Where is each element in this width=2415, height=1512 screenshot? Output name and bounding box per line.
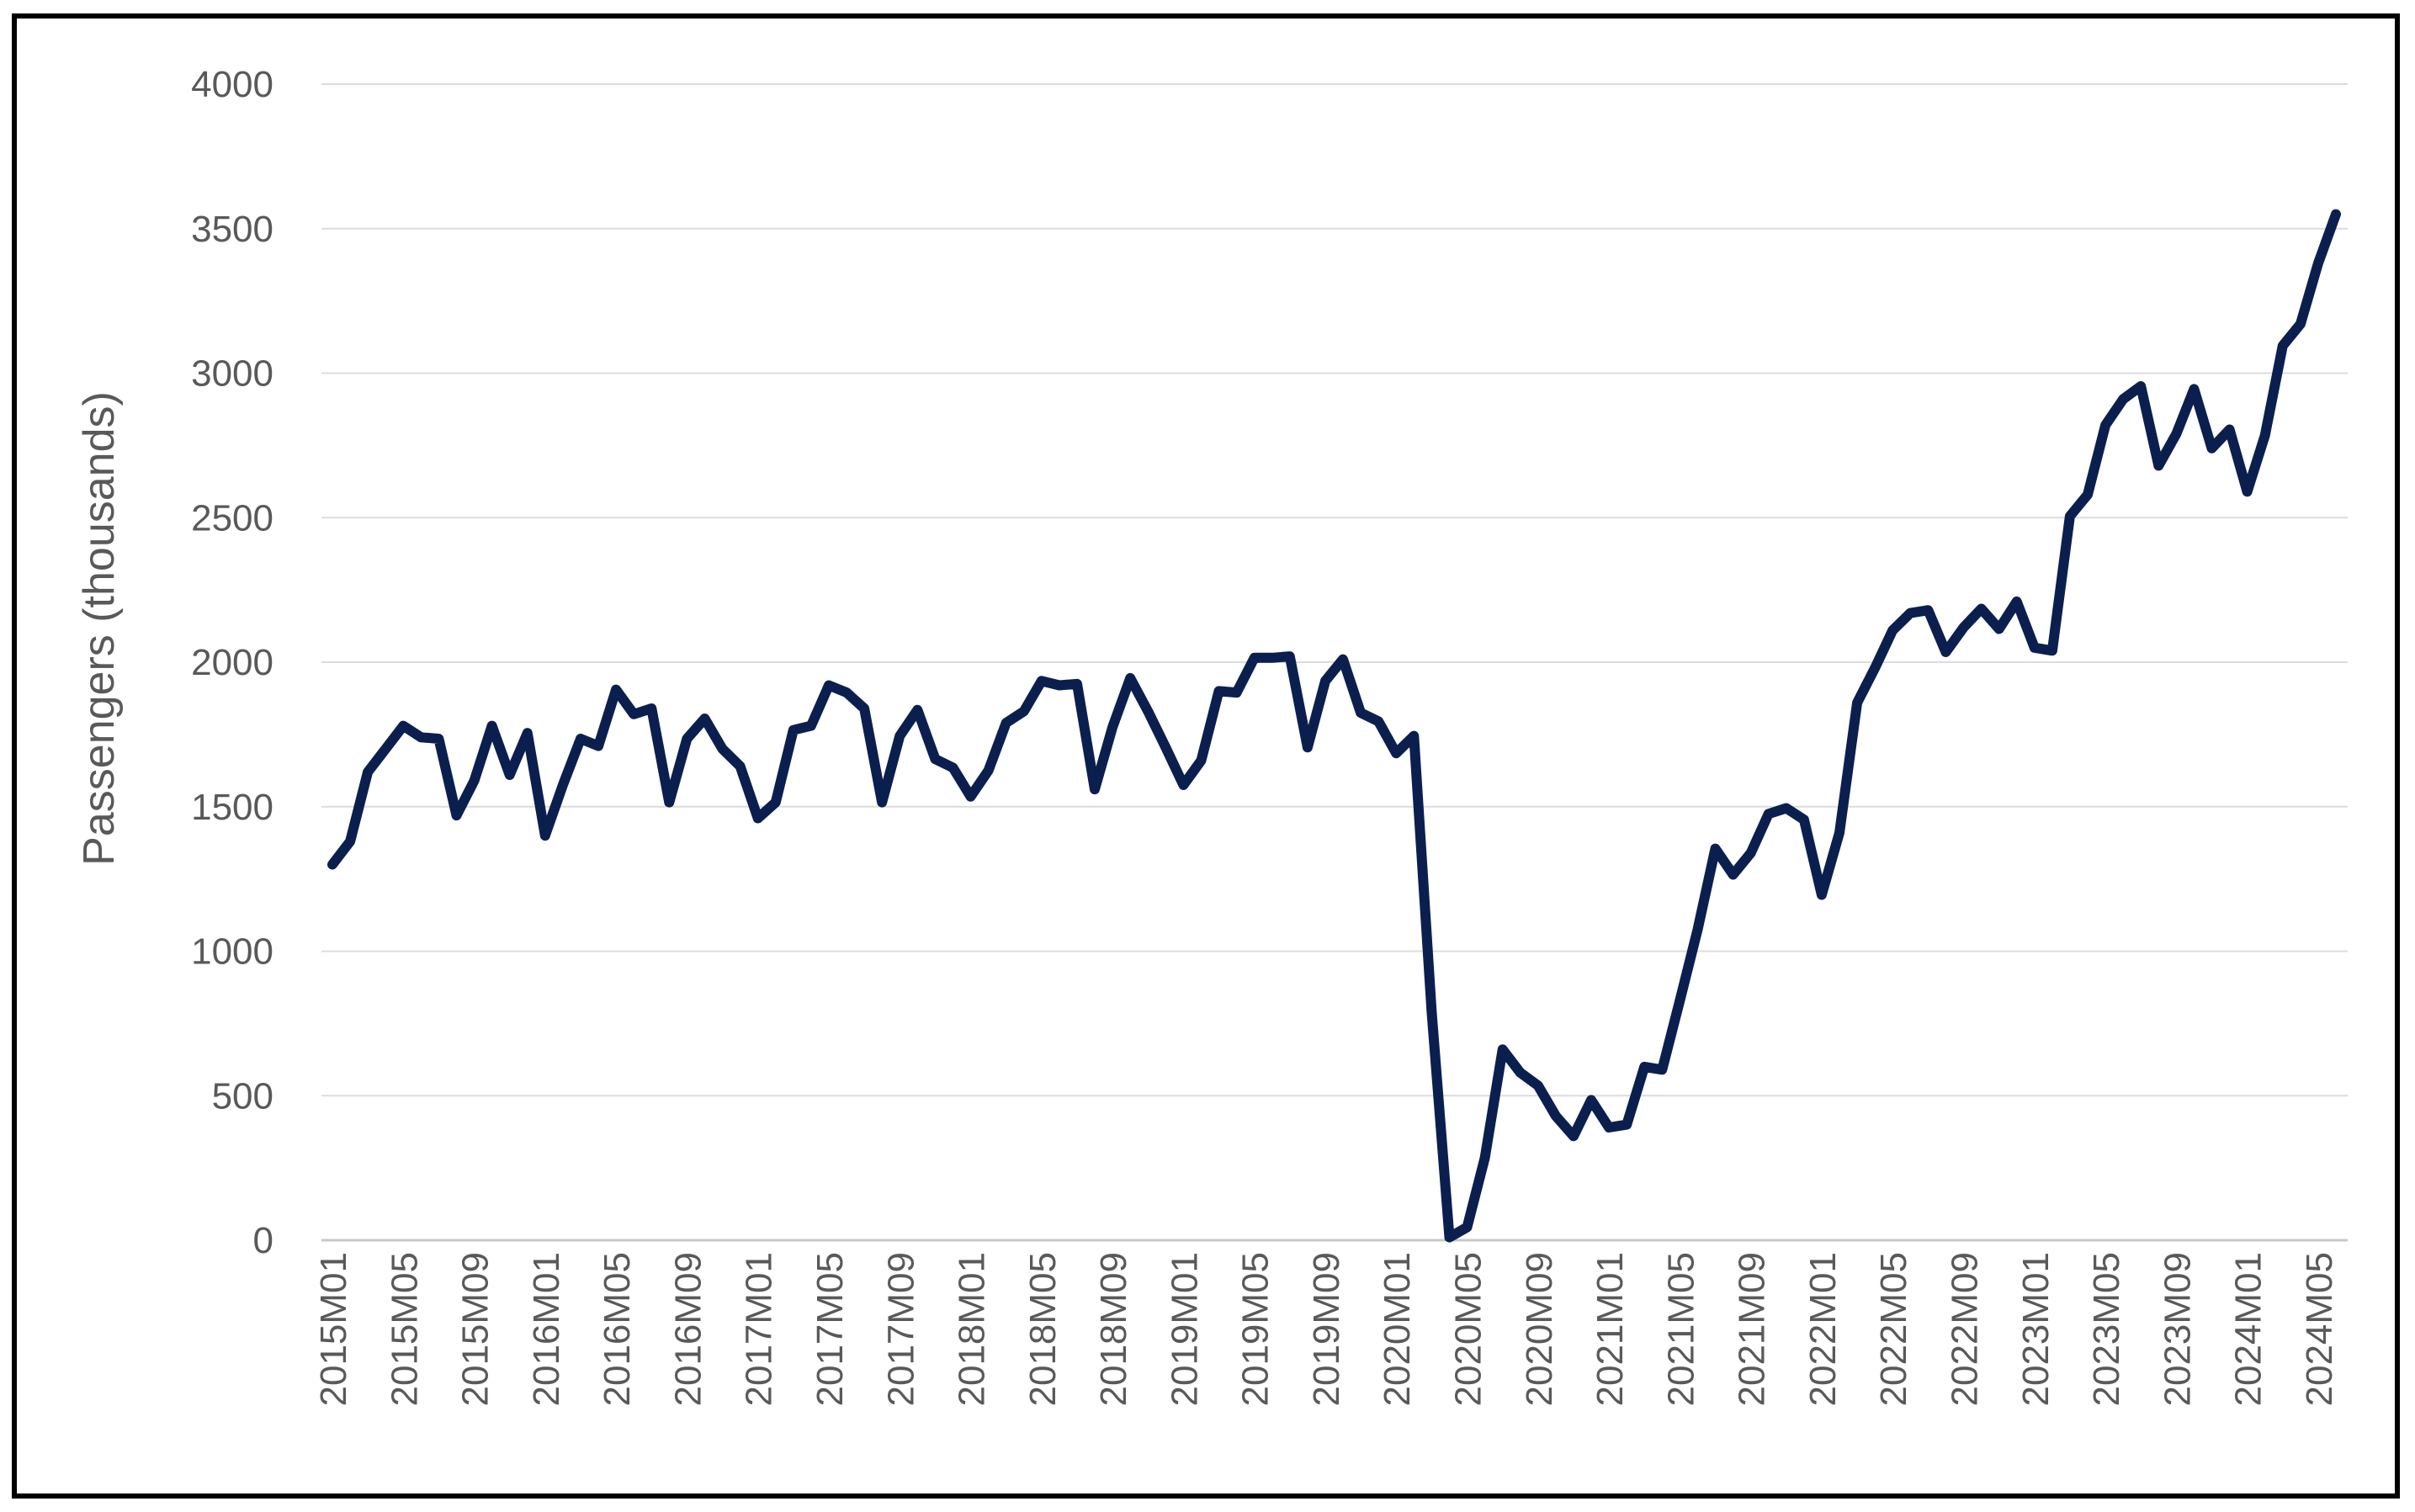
x-tick-label: 2023M09	[2157, 1252, 2198, 1406]
x-tick-label: 2019M01	[1164, 1252, 1205, 1406]
x-tick-label: 2017M09	[880, 1252, 921, 1406]
x-tick-label: 2018M09	[1093, 1252, 1134, 1406]
y-axis-title: Passengers (thousands)	[75, 391, 124, 866]
x-tick-label: 2019M05	[1235, 1252, 1276, 1406]
x-tick-label: 2015M01	[313, 1252, 354, 1406]
x-tick-label: 2021M09	[1732, 1252, 1773, 1406]
x-tick-label: 2017M01	[739, 1252, 780, 1406]
y-tick-label: 4000	[191, 64, 273, 105]
y-tick-label: 2000	[191, 642, 273, 683]
x-tick-label: 2023M01	[2015, 1252, 2057, 1406]
x-tick-label: 2024M05	[2299, 1252, 2340, 1406]
x-tick-label: 2024M01	[2228, 1252, 2269, 1406]
y-tick-label: 1500	[191, 787, 273, 828]
x-tick-label: 2020M01	[1377, 1252, 1418, 1406]
y-tick-label: 3000	[191, 353, 273, 395]
y-tick-label: 2500	[191, 497, 273, 538]
y-tick-label: 0	[253, 1220, 273, 1261]
line-chart: 0 500 1000 1500 2000 2500 3000 3500 4000 2015M01…	[75, 64, 2348, 1406]
x-tick-label: 2021M05	[1660, 1252, 1701, 1406]
y-tick-label: 500	[212, 1075, 273, 1117]
passengers-series-line	[327, 209, 2341, 1243]
x-axis-tick-labels: 2015M01 2015M05 2015M09 2016M01 2016M05 2016M…	[313, 1252, 2340, 1406]
x-tick-label: 2022M09	[1945, 1252, 1986, 1406]
x-tick-label: 2016M05	[597, 1252, 638, 1406]
x-tick-label: 2022M01	[1802, 1252, 1844, 1406]
chart-frame: 0 500 1000 1500 2000 2500 3000 3500 4000 2015M01…	[12, 13, 2400, 1499]
y-axis-tick-labels: 0 500 1000 1500 2000 2500 3000 3500 4000	[191, 64, 273, 1261]
x-tick-label: 2015M05	[384, 1252, 425, 1406]
series-layer	[327, 209, 2341, 1243]
x-tick-label: 2018M05	[1022, 1252, 1064, 1406]
x-tick-label: 2017M05	[809, 1252, 851, 1406]
x-tick-label: 2016M09	[667, 1252, 709, 1406]
x-tick-label: 2019M09	[1306, 1252, 1347, 1406]
x-tick-label: 2020M09	[1519, 1252, 1560, 1406]
x-tick-label: 2016M01	[526, 1252, 567, 1406]
x-tick-label: 2018M01	[952, 1252, 993, 1406]
y-tick-label: 1000	[191, 931, 273, 973]
x-tick-label: 2021M01	[1590, 1252, 1631, 1406]
y-tick-label: 3500	[191, 209, 273, 250]
x-tick-label: 2023M05	[2086, 1252, 2127, 1406]
x-tick-label: 2015M09	[455, 1252, 496, 1406]
x-tick-label: 2022M05	[1873, 1252, 1914, 1406]
x-tick-label: 2020M05	[1448, 1252, 1489, 1406]
